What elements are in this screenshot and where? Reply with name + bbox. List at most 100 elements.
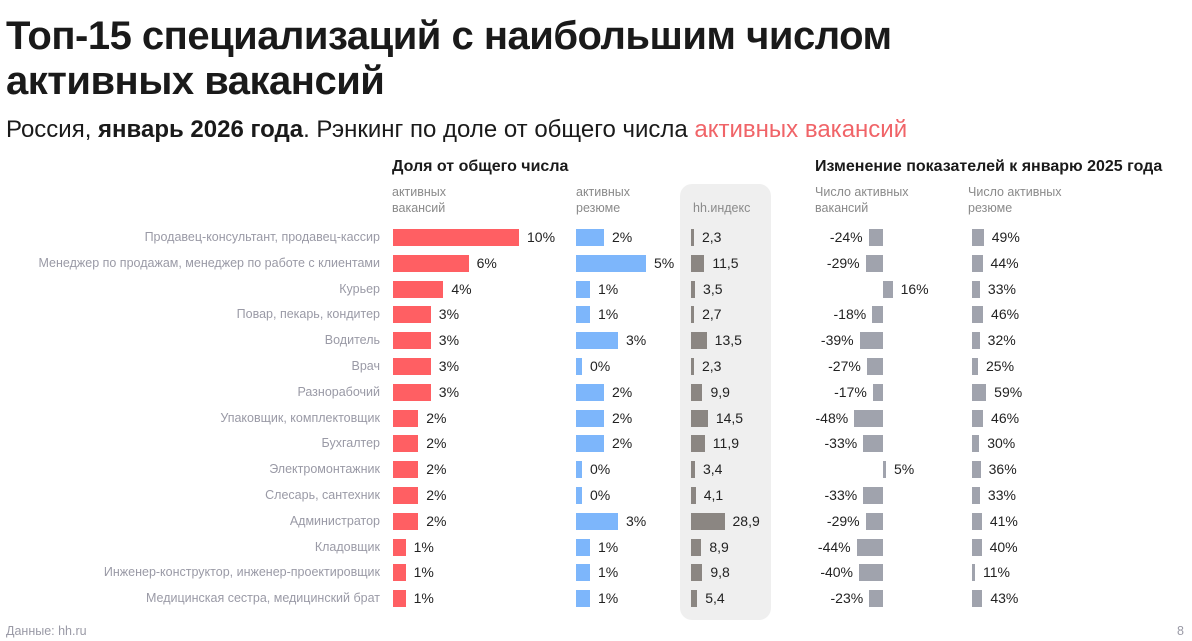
value-res-share: 1% — [598, 538, 619, 555]
value-res-share: 3% — [626, 512, 647, 529]
value-hh-index: 11,5 — [712, 254, 739, 271]
bar-vac-change — [866, 358, 883, 375]
row-label: Повар, пекарь, кондитер — [236, 307, 380, 322]
bar-vac-change — [883, 461, 886, 479]
value-res-share: 5% — [654, 254, 675, 271]
value-hh-index: 13,5 — [714, 332, 742, 349]
value-vac-share: 3% — [438, 383, 460, 400]
value-res-change: 32% — [987, 332, 1016, 349]
bar-res-share — [576, 435, 604, 453]
bar-hh-index — [691, 512, 725, 530]
bar-res-change — [972, 383, 987, 401]
row-label: Разнорабочий — [297, 384, 380, 399]
bar-res-change — [972, 409, 984, 427]
row-label: Менеджер по продажам, менеджер по работе… — [38, 255, 381, 270]
bar-vac-share — [393, 306, 431, 324]
subtitle-period: январь 2026 года — [98, 116, 304, 143]
bar-vac-change — [859, 564, 883, 582]
column-header-hh-index: hh.индекс — [693, 201, 751, 215]
value-res-change: 25% — [986, 358, 1015, 374]
bar-hh-index — [691, 487, 696, 504]
value-res-share: 1% — [598, 306, 619, 323]
value-vac-share: 1% — [413, 564, 434, 581]
bar-res-share — [576, 358, 582, 375]
bar-vac-share — [393, 409, 419, 427]
bar-res-share — [576, 383, 604, 401]
row-label: Курьер — [339, 281, 380, 296]
value-res-share: 2% — [612, 409, 633, 426]
subtitle-region: Россия, — [6, 116, 99, 143]
chart-title: Топ-15 специализаций с наибольшим числом… — [6, 14, 892, 103]
bar-res-change — [972, 280, 980, 298]
bar-res-share — [576, 487, 582, 504]
bar-vac-change — [872, 383, 883, 401]
value-res-change: 33% — [987, 487, 1016, 503]
value-res-share: 0% — [590, 358, 611, 374]
value-vac-share: 2% — [426, 512, 447, 529]
group-header-change: Изменение показателей к январю 2025 года — [815, 158, 1163, 175]
value-vac-change: -29% — [826, 254, 860, 271]
value-res-change: 33% — [987, 280, 1016, 297]
bar-hh-index — [691, 435, 705, 453]
bar-hh-index — [691, 280, 696, 298]
bar-vac-change — [856, 538, 883, 556]
value-vac-change: -39% — [820, 332, 854, 349]
bar-vac-share — [393, 383, 431, 401]
bar-vac-change — [883, 280, 893, 298]
bar-hh-index — [691, 564, 703, 582]
value-vac-change: -44% — [817, 538, 851, 555]
bar-hh-index — [691, 409, 708, 427]
bar-res-change — [972, 590, 983, 608]
value-res-change: 43% — [990, 590, 1019, 607]
bar-res-share — [576, 306, 590, 324]
value-hh-index: 8,9 — [709, 538, 729, 555]
value-vac-change: 5% — [894, 461, 915, 478]
row-label: Медицинская сестра, медицинский брат — [145, 591, 380, 606]
value-res-change: 36% — [988, 461, 1017, 478]
bar-hh-index — [691, 461, 695, 479]
value-res-share: 2% — [612, 435, 633, 452]
bar-res-change — [972, 538, 982, 556]
value-res-share: 0% — [590, 487, 611, 503]
value-res-change: 44% — [990, 254, 1019, 271]
bar-res-change — [972, 254, 983, 272]
group-header-share: Доля от общего числа — [392, 158, 569, 175]
value-hh-index: 9,9 — [710, 383, 730, 400]
row-label: Администратор — [289, 513, 380, 528]
bar-res-change — [972, 332, 980, 350]
bar-res-change — [972, 461, 981, 479]
bar-vac-change — [872, 306, 883, 324]
value-res-share: 1% — [598, 564, 619, 581]
value-res-share: 0% — [590, 461, 611, 478]
value-hh-index: 2,3 — [702, 229, 722, 245]
chart-subtitle: Россия, январь 2026 года. Рэнкинг по дол… — [6, 115, 907, 145]
row-label: Кладовщик — [314, 539, 380, 554]
bar-res-share — [576, 461, 582, 479]
subtitle-accent: активных вакансий — [694, 116, 908, 143]
bar-hh-index — [691, 358, 694, 375]
value-res-change: 49% — [991, 229, 1020, 245]
row-label: Врач — [351, 359, 380, 373]
value-hh-index: 2,3 — [702, 358, 722, 374]
value-vac-change: -48% — [815, 409, 849, 426]
value-hh-index: 3,5 — [703, 280, 723, 297]
value-hh-index: 4,1 — [703, 487, 724, 503]
value-vac-change: -23% — [830, 590, 864, 607]
bar-vac-change — [865, 254, 883, 272]
row-label: Слесарь, сантехник — [265, 488, 380, 502]
value-hh-index: 28,9 — [732, 512, 760, 529]
bar-res-change — [972, 229, 984, 246]
column-header-vac-change: Число активных вакансий — [815, 185, 909, 215]
value-res-change: 41% — [989, 512, 1018, 529]
value-res-change: 59% — [994, 383, 1023, 400]
value-res-change: 46% — [991, 409, 1020, 426]
value-res-share: 1% — [598, 280, 619, 297]
value-res-change: 46% — [991, 306, 1020, 323]
subtitle-text: . Рэнкинг по доле от общего числа — [303, 116, 695, 143]
bar-vac-share — [393, 512, 419, 530]
value-vac-change: -33% — [824, 435, 858, 452]
bar-vac-change — [863, 435, 883, 453]
value-res-share: 3% — [626, 332, 647, 349]
value-hh-index: 2,7 — [702, 306, 722, 323]
bar-res-change — [972, 512, 982, 530]
